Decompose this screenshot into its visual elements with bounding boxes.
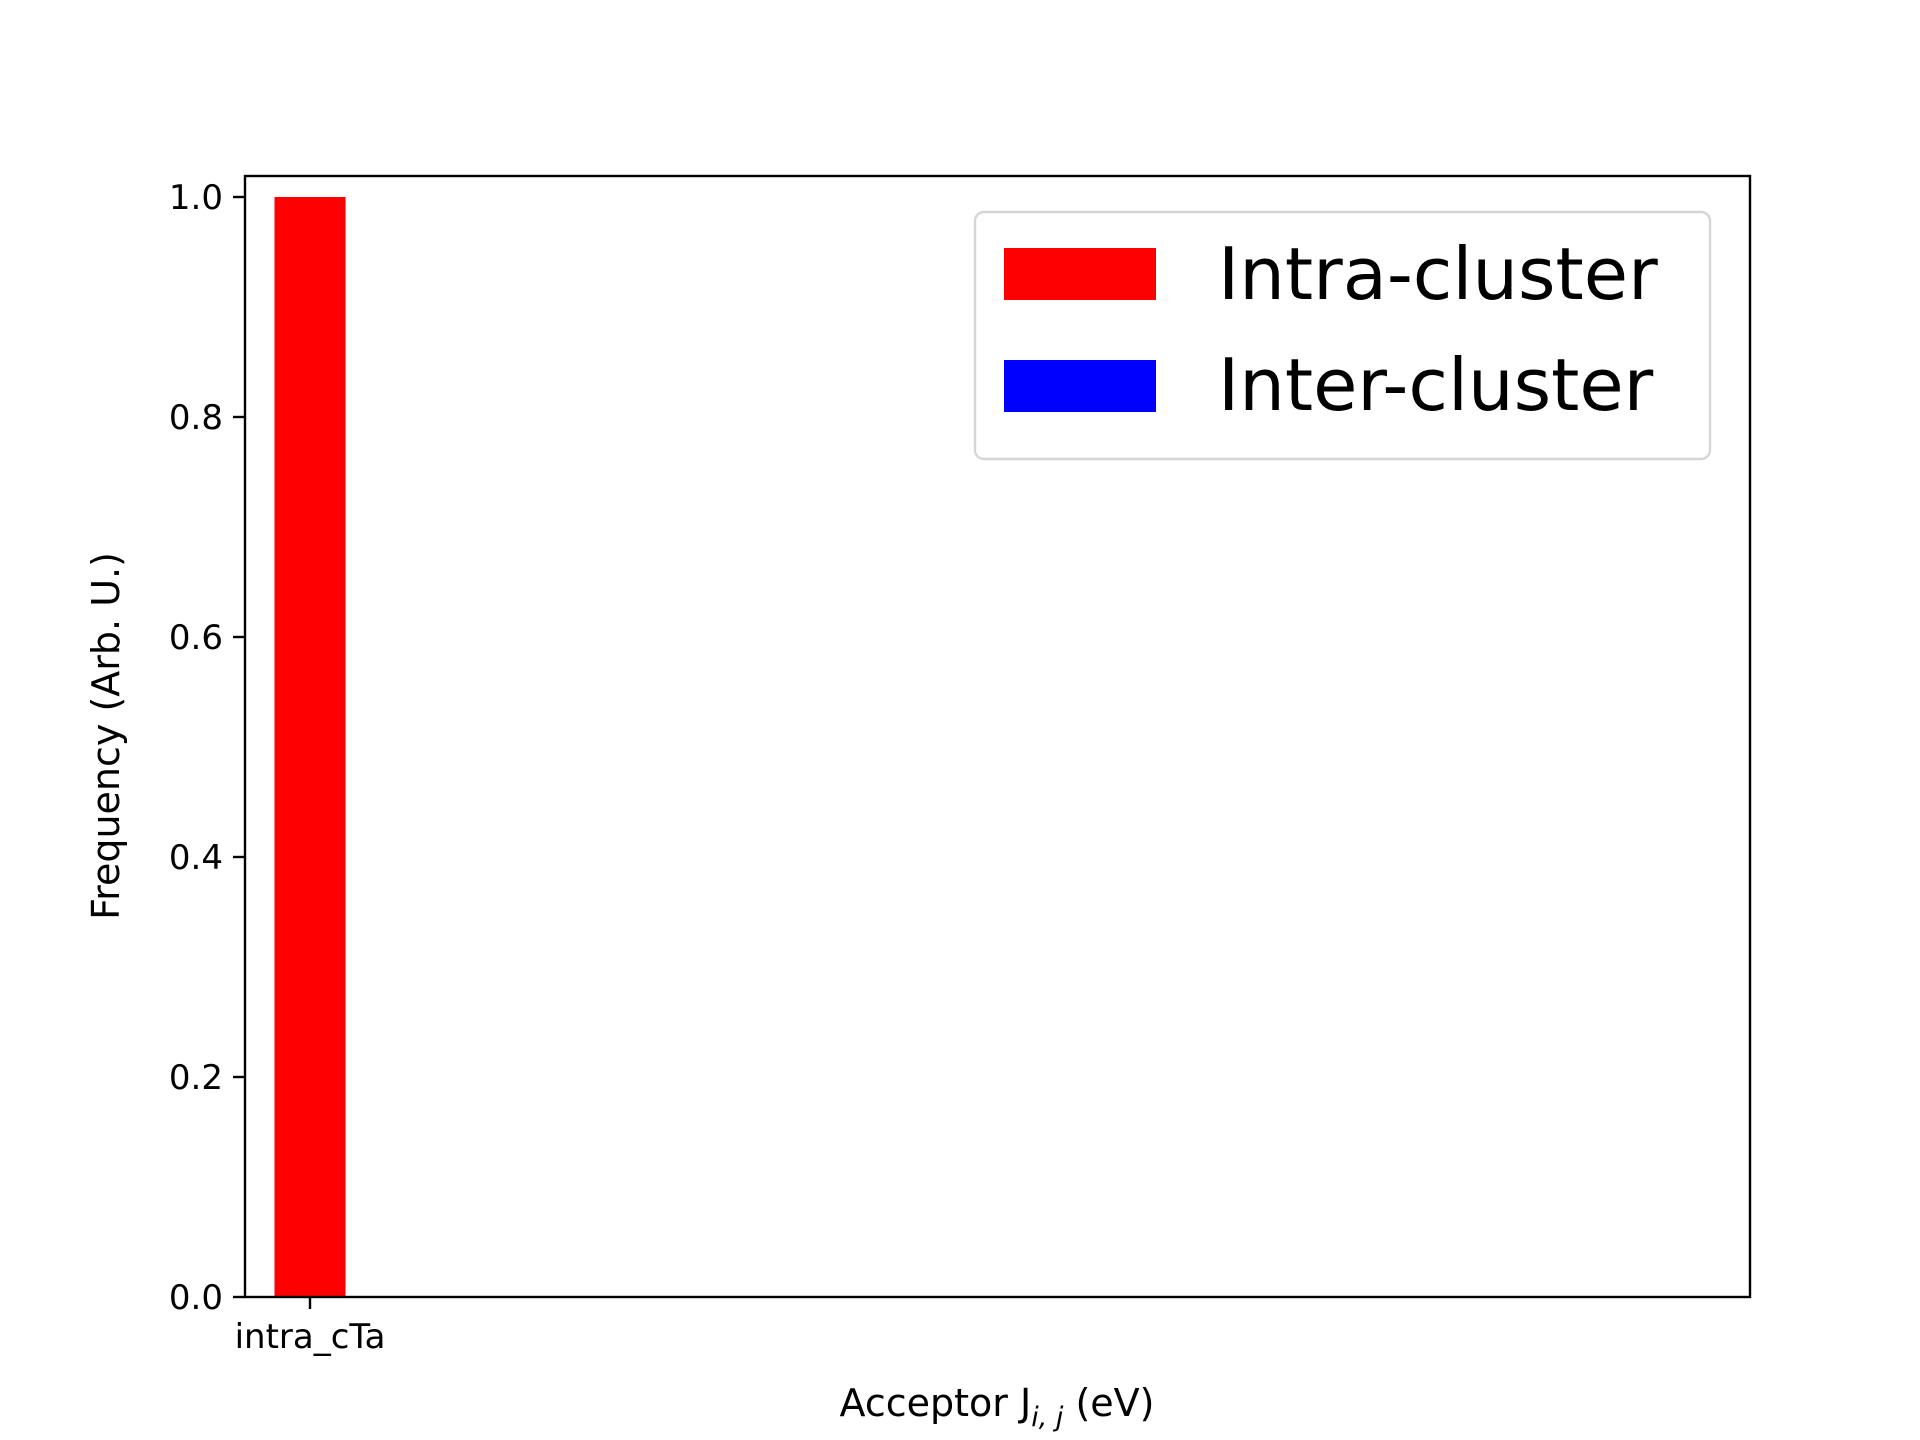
bars-group xyxy=(274,197,346,1297)
legend-label-inter-cluster: Inter-cluster xyxy=(1218,343,1654,427)
x-axis-label-suffix: (eV) xyxy=(1063,1381,1154,1425)
legend-swatch-intra-cluster xyxy=(1004,248,1156,300)
x-tick-label: intra_cTa xyxy=(235,1317,386,1357)
y-tick-label: 0.0 xyxy=(169,1278,223,1318)
legend: Intra-cluster Inter-cluster xyxy=(973,210,1712,461)
legend-swatch-inter-cluster xyxy=(1004,360,1156,412)
y-axis-label: Frequency (Arb. U.) xyxy=(84,552,128,920)
bar-intra-cluster-intra-cta xyxy=(274,197,346,1297)
x-axis-ticks: intra_cTa xyxy=(235,1297,386,1357)
y-tick-label: 0.4 xyxy=(169,838,223,878)
y-tick-label: 0.2 xyxy=(169,1058,223,1098)
x-axis-label-main: Acceptor J xyxy=(840,1381,1032,1425)
legend-frame xyxy=(973,210,1712,461)
plot-area-frame xyxy=(243,174,1752,1299)
x-axis-label: Acceptor Ji, j (eV) xyxy=(840,1381,1155,1433)
y-axis-ticks: 0.0 0.2 0.4 0.6 0.8 1.0 xyxy=(169,178,245,1318)
y-tick-label: 0.8 xyxy=(169,398,223,438)
y-tick-label: 1.0 xyxy=(169,178,223,218)
y-tick-label: 0.6 xyxy=(169,618,223,658)
legend-label-intra-cluster: Intra-cluster xyxy=(1218,232,1658,316)
x-axis-label-subscript: i, j xyxy=(1031,1402,1064,1433)
